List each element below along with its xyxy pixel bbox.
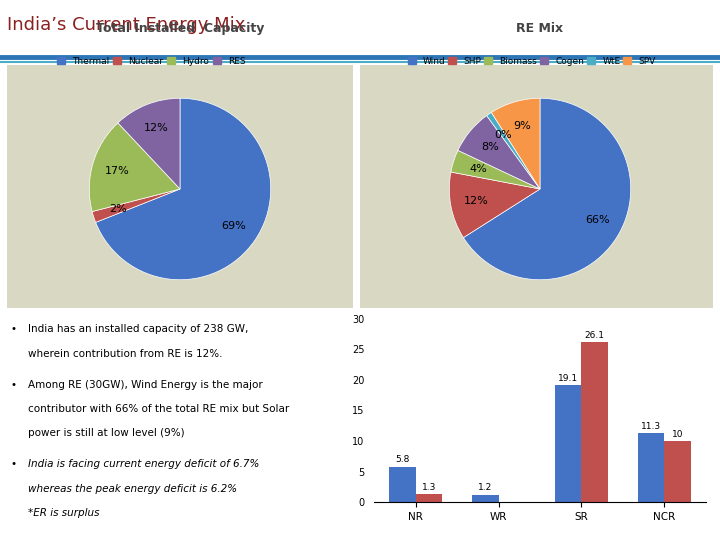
Text: •: •: [11, 380, 17, 390]
Wedge shape: [487, 112, 540, 189]
Legend: Wind, SHP, Biomass, Cogen, WtE, SPV: Wind, SHP, Biomass, Cogen, WtE, SPV: [404, 53, 660, 69]
Text: 1.3: 1.3: [422, 483, 436, 492]
Text: 1.2: 1.2: [478, 483, 492, 492]
Text: 69%: 69%: [222, 221, 246, 231]
Text: 66%: 66%: [585, 215, 610, 226]
Text: 19.1: 19.1: [558, 374, 578, 383]
Text: 12%: 12%: [143, 123, 168, 133]
Text: 0%: 0%: [495, 130, 512, 140]
Text: contributor with 66% of the total RE mix but Solar: contributor with 66% of the total RE mix…: [27, 404, 289, 414]
Text: 8%: 8%: [481, 143, 498, 152]
Bar: [416, 494, 442, 502]
Text: 2%: 2%: [109, 204, 127, 214]
Text: 4%: 4%: [469, 164, 487, 174]
Wedge shape: [449, 172, 540, 238]
Title: RE Mix: RE Mix: [516, 22, 564, 35]
Title: Total Installed  Capacity: Total Installed Capacity: [96, 22, 264, 35]
Wedge shape: [92, 189, 180, 222]
Text: 5.8: 5.8: [395, 455, 410, 464]
Text: India is facing current energy deficit of 6.7%: India is facing current energy deficit o…: [27, 460, 259, 469]
Text: •: •: [11, 324, 17, 334]
Text: 10: 10: [672, 429, 683, 438]
Legend: Thermal, Nuclear, Hydro, RES: Thermal, Nuclear, Hydro, RES: [53, 53, 249, 69]
Text: whereas the peak energy deficit is 6.2%: whereas the peak energy deficit is 6.2%: [27, 484, 237, 494]
Bar: [390, 467, 416, 502]
Bar: [638, 433, 664, 502]
Bar: [472, 495, 499, 502]
Bar: [664, 441, 690, 502]
Wedge shape: [464, 98, 631, 280]
Text: India’s Current Energy Mix: India’s Current Energy Mix: [7, 16, 246, 33]
Wedge shape: [96, 98, 271, 280]
Text: 9%: 9%: [513, 122, 531, 131]
Text: •: •: [11, 460, 17, 469]
Text: India has an installed capacity of 238 GW,: India has an installed capacity of 238 G…: [27, 324, 248, 334]
Text: *ER is surplus: *ER is surplus: [27, 508, 99, 518]
Text: wherein contribution from RE is 12%.: wherein contribution from RE is 12%.: [27, 349, 222, 359]
Text: 17%: 17%: [105, 166, 130, 176]
Wedge shape: [458, 116, 540, 189]
Wedge shape: [89, 123, 180, 212]
Text: 26.1: 26.1: [585, 331, 605, 340]
Text: Among RE (30GW), Wind Energy is the major: Among RE (30GW), Wind Energy is the majo…: [27, 380, 262, 390]
Wedge shape: [491, 98, 540, 189]
Bar: [555, 386, 581, 502]
Text: power is still at low level (9%): power is still at low level (9%): [27, 428, 184, 438]
Bar: [581, 342, 608, 502]
Text: 12%: 12%: [464, 196, 488, 206]
Wedge shape: [118, 98, 180, 189]
Text: 11.3: 11.3: [641, 422, 661, 430]
Wedge shape: [451, 150, 540, 189]
